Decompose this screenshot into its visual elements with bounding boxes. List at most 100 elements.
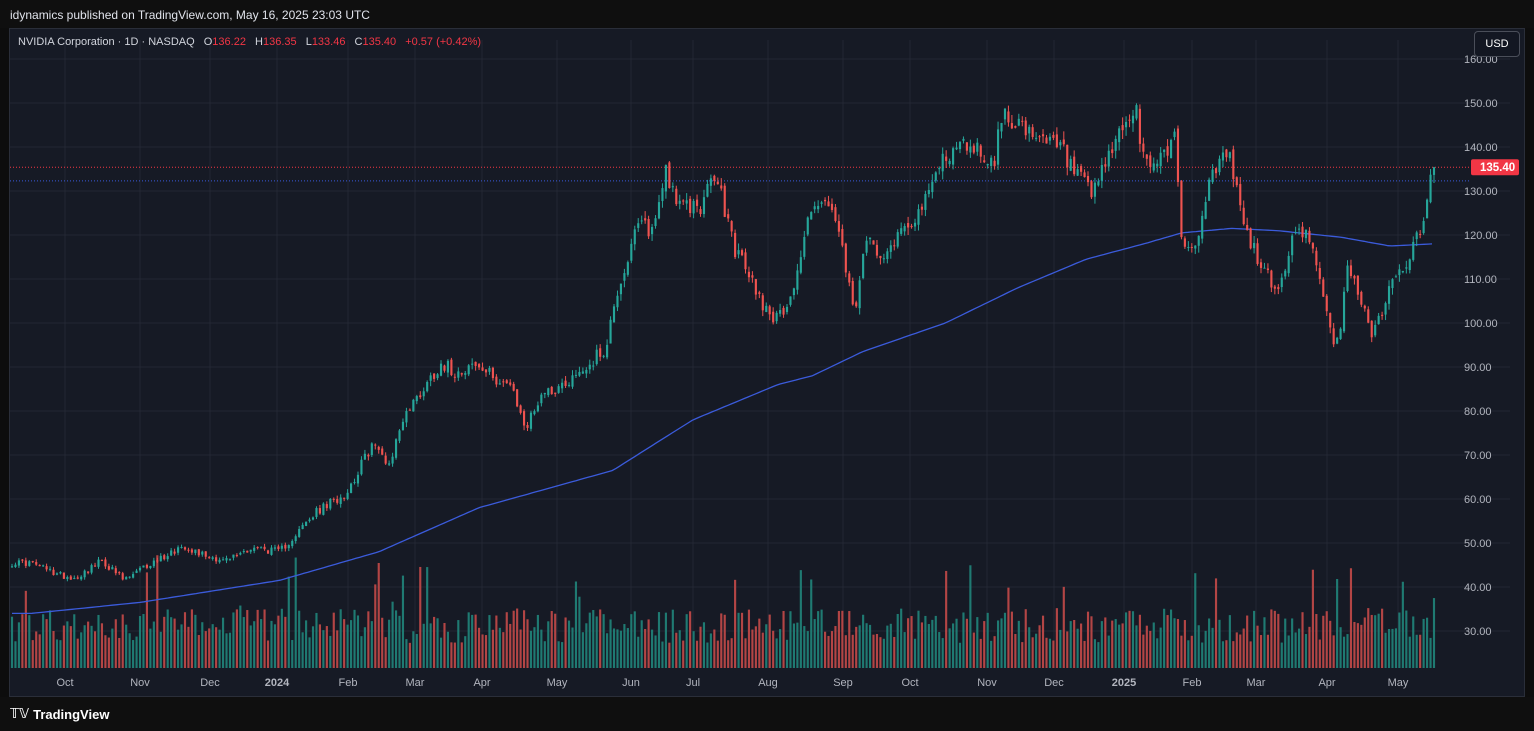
candle	[578, 366, 581, 377]
candle-body	[1052, 134, 1055, 138]
candle-body	[592, 365, 595, 367]
candle	[221, 556, 225, 561]
candle-body	[83, 570, 86, 578]
candle-body	[111, 567, 114, 570]
candle-body	[758, 292, 761, 294]
candle-body	[945, 156, 948, 161]
volume-bars	[10, 555, 1436, 668]
candle	[1363, 304, 1366, 312]
candle	[727, 208, 730, 222]
candle	[111, 564, 114, 570]
moving-average-line	[12, 227, 1433, 615]
volume-bar	[1045, 637, 1048, 668]
candle-body	[913, 222, 917, 227]
candle	[1024, 117, 1027, 140]
candle	[1045, 134, 1048, 144]
candle-body	[343, 497, 346, 499]
volume-bar	[97, 614, 100, 668]
candle	[602, 354, 605, 359]
candle	[1401, 270, 1404, 274]
volume-bar	[1055, 608, 1058, 668]
candle-body	[785, 306, 789, 313]
volume-bar	[1339, 627, 1342, 668]
candle	[1346, 260, 1349, 293]
candle	[1242, 200, 1245, 226]
candle	[758, 290, 761, 299]
candle-body	[1017, 118, 1020, 126]
candle	[374, 443, 377, 450]
volume-bar	[1190, 635, 1193, 668]
candle	[1367, 306, 1370, 324]
candle	[1391, 278, 1394, 295]
candle-body	[1076, 169, 1079, 176]
y-tick-label: 130.00	[1464, 186, 1498, 198]
candle	[45, 563, 48, 572]
candle-body	[740, 250, 744, 256]
volume-bar	[893, 636, 896, 668]
candle	[986, 163, 989, 169]
volume-bar	[945, 570, 948, 668]
candle-body	[606, 344, 609, 358]
candle	[889, 240, 892, 259]
candle	[633, 225, 636, 251]
volume-bar	[284, 616, 287, 668]
candle	[343, 497, 346, 502]
chart-pane[interactable]	[9, 28, 1525, 697]
candle-body	[543, 392, 546, 395]
tradingview-logo[interactable]: 𝕋𝕍 TradingView	[10, 707, 109, 722]
candle	[581, 367, 584, 375]
candle-body	[339, 497, 342, 504]
candle	[996, 121, 1000, 170]
candle-body	[1356, 275, 1359, 295]
volume-bar	[630, 614, 633, 668]
candle-body	[851, 280, 854, 305]
candle	[678, 194, 681, 210]
volume-bar	[1294, 632, 1297, 668]
candle-body	[561, 382, 564, 389]
volume-bar	[211, 624, 214, 668]
volume-bar	[367, 611, 370, 668]
candle-body	[1131, 115, 1135, 124]
candle	[1010, 115, 1013, 130]
volume-bar	[294, 557, 297, 668]
volume-bar	[111, 628, 114, 668]
volume-bar	[941, 638, 944, 668]
candle	[125, 576, 128, 580]
candle-body	[35, 562, 38, 565]
candle	[868, 237, 872, 245]
candle-body	[1169, 139, 1173, 158]
candle	[24, 557, 27, 569]
candle	[419, 391, 422, 399]
candle-body	[747, 271, 751, 278]
volume-bar	[1346, 634, 1349, 668]
currency-button[interactable]: USD	[1474, 31, 1520, 57]
candle	[561, 378, 564, 393]
candle-body	[1381, 314, 1384, 316]
candle	[183, 546, 187, 551]
candle-body	[1377, 315, 1380, 325]
volume-bar	[336, 630, 339, 668]
candle	[927, 183, 930, 198]
volume-bar	[561, 642, 564, 668]
candle	[512, 381, 515, 392]
volume-bar	[823, 631, 827, 668]
candle-body	[1239, 184, 1242, 206]
volume-bar	[841, 610, 844, 668]
volume-bar	[24, 590, 27, 668]
volume-bar	[1280, 642, 1283, 668]
candle	[100, 559, 104, 562]
candle	[810, 211, 813, 220]
candle	[1311, 242, 1314, 254]
y-tick-label: 40.00	[1464, 582, 1492, 594]
candle-body	[803, 236, 806, 257]
candle	[173, 548, 176, 556]
candle-body	[1062, 139, 1065, 145]
volume-bar	[948, 628, 951, 668]
volume-bar	[246, 610, 249, 668]
candle	[48, 566, 52, 572]
candles	[10, 103, 1436, 582]
candle-body	[661, 188, 664, 202]
candle-body	[1121, 125, 1124, 131]
candle	[1228, 151, 1231, 162]
